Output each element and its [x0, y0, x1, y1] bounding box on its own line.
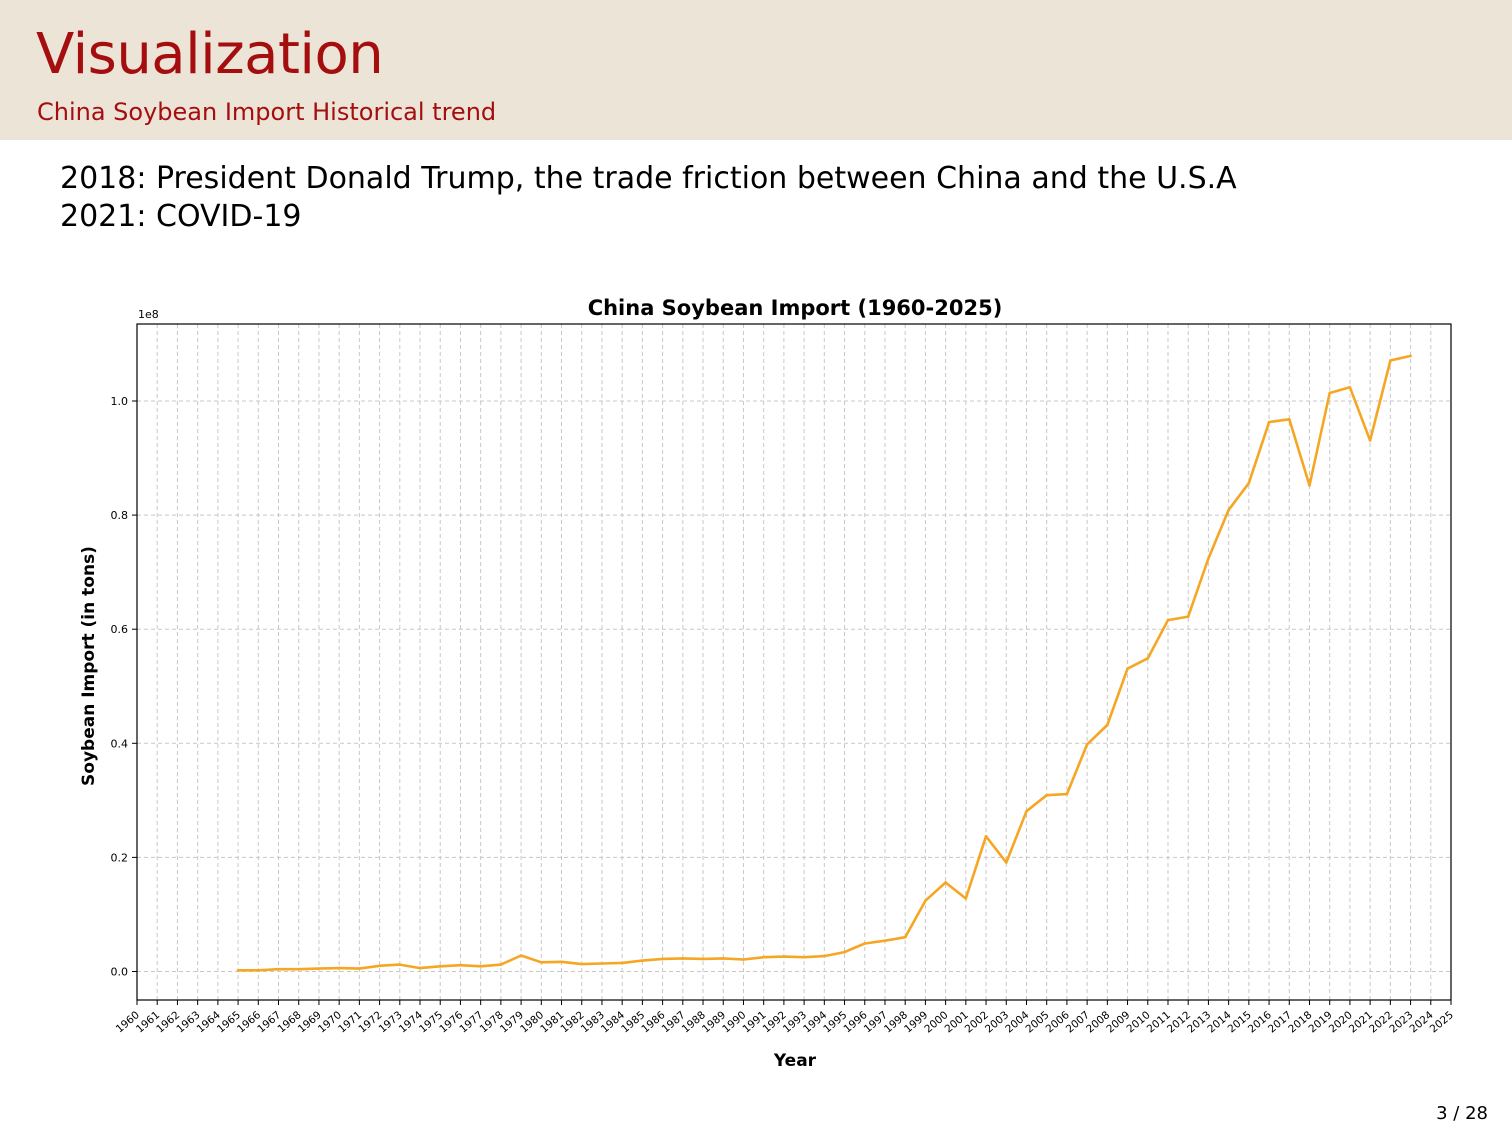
data-point-1988 [701, 957, 705, 961]
data-point-2021 [1368, 439, 1372, 442]
data-point-1986 [661, 957, 664, 961]
data-point-1997 [883, 939, 887, 942]
data-point-1969 [317, 967, 321, 970]
y-tick-label: 0.4 [111, 737, 129, 750]
points-layer [236, 354, 1412, 972]
data-point-2005 [1045, 793, 1048, 797]
data-point-2010 [1146, 656, 1150, 660]
data-point-2015 [1247, 481, 1251, 485]
data-point-1972 [378, 964, 381, 968]
grid-layer [136, 324, 1452, 1000]
data-point-1996 [863, 942, 867, 945]
data-point-1985 [641, 959, 644, 962]
data-point-2003 [1004, 861, 1008, 864]
data-point-1983 [600, 962, 604, 965]
data-point-1998 [903, 935, 907, 939]
data-point-1984 [620, 961, 624, 965]
data-point-2022 [1389, 359, 1392, 362]
chart-title: China Soybean Import (1960-2025) [588, 296, 1003, 320]
y-tick-label: 1.0 [111, 395, 129, 408]
data-point-2001 [964, 897, 968, 900]
data-point-1991 [762, 955, 765, 959]
y-tick-label: 0.6 [111, 623, 129, 636]
data-point-1965 [236, 969, 240, 972]
data-point-2002 [984, 834, 988, 838]
data-point-2017 [1287, 417, 1291, 421]
data-point-1978 [499, 963, 503, 966]
data-point-2018 [1308, 484, 1311, 487]
data-point-2012 [1186, 615, 1190, 618]
data-point-1981 [560, 960, 563, 964]
slide-title: Visualization [36, 22, 384, 87]
x-axis-label: Year [773, 1051, 817, 1071]
data-point-1966 [256, 969, 260, 972]
data-point-2006 [1065, 792, 1069, 796]
data-point-1989 [721, 957, 725, 960]
data-point-1987 [681, 957, 685, 960]
y-scale-label: 1e8 [138, 308, 159, 321]
data-point-1970 [337, 966, 341, 970]
data-point-1975 [438, 965, 442, 968]
data-point-2011 [1166, 618, 1170, 622]
data-point-2000 [944, 881, 947, 884]
data-point-1999 [924, 899, 927, 903]
data-point-2023 [1409, 354, 1412, 358]
data-point-1967 [277, 967, 280, 971]
data-point-1980 [540, 961, 543, 964]
x-tick-label: 2025 [1428, 1009, 1456, 1035]
data-point-1982 [580, 962, 584, 966]
data-point-2019 [1328, 391, 1332, 395]
y-tick-label: 0.8 [111, 509, 129, 522]
data-point-1971 [358, 967, 361, 970]
data-point-1977 [479, 965, 482, 968]
slide-subtitle: China Soybean Import Historical trend [37, 98, 497, 126]
data-point-2016 [1267, 420, 1271, 424]
slide-notes: 2018: President Donald Trump, the trade … [60, 160, 1237, 236]
data-point-1968 [297, 967, 301, 971]
page-number: 3 / 28 [1436, 1103, 1488, 1124]
slide-header: Visualization China Soybean Import Histo… [0, 0, 1512, 140]
data-point-2007 [1085, 743, 1089, 746]
data-point-1994 [823, 954, 826, 958]
note-line-2021: 2021: COVID-19 [60, 199, 302, 234]
data-point-1979 [519, 954, 523, 957]
soybean-import-chart: 1960196119621963196419651966196719681969… [79, 296, 1456, 1071]
y-tick-label: 0.2 [111, 851, 129, 864]
data-point-2009 [1126, 667, 1129, 670]
data-point-1973 [398, 963, 402, 966]
data-point-2020 [1348, 386, 1352, 389]
data-point-2013 [1207, 557, 1210, 560]
y-axis-label: Soybean Import (in tons) [79, 546, 99, 786]
chart-container: 1960 1961 1962 1963 1964 1965 1966 1967 1968 1969… [0, 280, 1512, 1080]
data-point-1976 [459, 963, 462, 967]
y-tick-label: 0.0 [111, 965, 129, 978]
data-point-2004 [1025, 809, 1028, 813]
data-point-1974 [418, 966, 422, 970]
plot-frame [136, 323, 1452, 1001]
data-point-1990 [742, 958, 745, 961]
data-point-2008 [1106, 723, 1109, 727]
note-line-2018: 2018: President Donald Trump, the trade … [60, 161, 1237, 196]
data-point-2014 [1227, 508, 1230, 512]
ticks-layer: 1960196119621963196419651966196719681969… [111, 395, 1456, 1035]
data-point-1993 [802, 955, 806, 959]
data-point-1995 [843, 950, 846, 954]
data-point-1992 [782, 955, 786, 958]
